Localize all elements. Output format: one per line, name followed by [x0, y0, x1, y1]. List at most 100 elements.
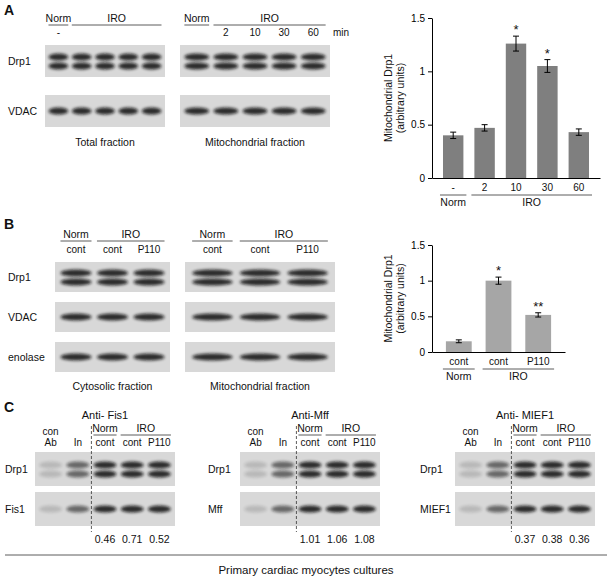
y-tick-label: 1.5 [411, 13, 425, 24]
blot-band [272, 107, 297, 114]
blot-band [72, 107, 92, 114]
y-axis-line [432, 246, 433, 353]
blot-band [272, 53, 297, 60]
blot-band [121, 461, 144, 468]
blot-band [486, 461, 509, 468]
lane-group-line [326, 435, 376, 436]
blot-band [541, 505, 564, 512]
lane-unit: min [333, 27, 349, 38]
plot-marks [446, 277, 551, 352]
blot-band [271, 505, 294, 512]
blot-band [39, 470, 62, 477]
blot-caption: Mitochondrial fraction [210, 380, 310, 392]
blot-band [298, 505, 321, 512]
x-tick-label: cont [449, 356, 468, 367]
blot-band [244, 461, 267, 468]
blot-band [272, 62, 297, 69]
error-bar-stem [484, 125, 485, 131]
y-axis-title: (arbitrary units) [394, 263, 406, 334]
lane-label: Ab [45, 437, 58, 448]
blot-strip [180, 45, 330, 77]
blot-band [568, 505, 591, 512]
blot-band [93, 505, 116, 512]
lane-divider [91, 426, 92, 532]
blot-strip [185, 262, 335, 292]
blot-strip [45, 45, 165, 77]
group-label: IRO [522, 196, 541, 208]
blot-caption: Mitochondrial fraction [205, 136, 305, 148]
lane-group-line [192, 241, 232, 242]
blot-caption: Total fraction [75, 136, 135, 148]
blot-band [513, 461, 536, 468]
blot-strip [55, 342, 170, 372]
blot-band [541, 461, 564, 468]
panel-label: A [4, 2, 14, 18]
lane-label: cont [96, 437, 115, 448]
blot-band [298, 470, 321, 477]
blot-band [97, 353, 128, 360]
x-tick: 30 [542, 182, 554, 193]
error-bar-cap [482, 124, 488, 125]
blot-band [118, 53, 138, 60]
error-bar-stem [578, 129, 579, 135]
blot-band [287, 269, 327, 276]
blot-band [48, 62, 68, 69]
blot-band [541, 470, 564, 477]
blot-band [97, 269, 128, 276]
x-tick-label: P110 [527, 356, 550, 367]
lane-group-label: IRO [260, 12, 279, 24]
blot-band [353, 505, 376, 512]
y-axis-title: Mitochondrial Drp1 [382, 254, 394, 342]
lane-group-label: Norm [63, 228, 89, 240]
blot-band [72, 62, 92, 69]
blot-band [118, 62, 138, 69]
blot-strip [45, 95, 165, 127]
lane-label: P110 [353, 437, 376, 448]
blot-band [192, 269, 232, 276]
blot-band [271, 461, 294, 468]
x-tick-label: 30 [542, 182, 554, 193]
band-ratio: 0.37 [515, 533, 536, 545]
significance-marker: * [496, 263, 501, 278]
blot-band [39, 461, 62, 468]
panel-b: NormcontIROcontP110Drp1VDACenolaseCytoso… [8, 228, 335, 392]
blot-band [72, 53, 92, 60]
lane-label: cont [103, 244, 122, 255]
y-tick-mark [428, 125, 432, 126]
band-ratio: 0.52 [149, 533, 170, 545]
lane-label: In [74, 437, 82, 448]
blot-band [240, 313, 280, 320]
blot-band [213, 107, 238, 114]
x-tick: 10 [510, 182, 522, 193]
lane-group-label: IRO [136, 422, 155, 434]
bar [486, 281, 512, 352]
blot-strip [35, 452, 175, 486]
error-bar-cap [496, 284, 502, 285]
lane-label: P110 [138, 244, 161, 255]
blot-band [459, 505, 482, 512]
blot-band [148, 470, 171, 477]
blot-strip [35, 492, 175, 526]
lane-label: con [43, 426, 59, 437]
error-bar-stem [453, 132, 454, 138]
error-bar [450, 132, 456, 138]
lane-group-line [121, 435, 171, 436]
blot-band [271, 470, 294, 477]
lane-group-label: Norm [512, 422, 538, 434]
y-tick: 1.5 [411, 240, 432, 251]
row-label: Mff [208, 503, 222, 515]
lane-group-label: IRO [274, 228, 293, 240]
y-tick-label: 1.5 [411, 240, 425, 251]
blot-band [486, 470, 509, 477]
significance-marker: ** [533, 299, 543, 314]
blot-strip [240, 452, 380, 486]
lane-group-line [513, 435, 536, 436]
row-label: Drp1 [208, 463, 231, 475]
blot-band [568, 470, 591, 477]
y-tick-label: 0.5 [411, 119, 425, 130]
blot-strip [55, 262, 170, 292]
blot-band [48, 107, 68, 114]
y-tick-label: 1 [419, 275, 425, 286]
blot-strip [240, 492, 380, 526]
blot-band [353, 461, 376, 468]
